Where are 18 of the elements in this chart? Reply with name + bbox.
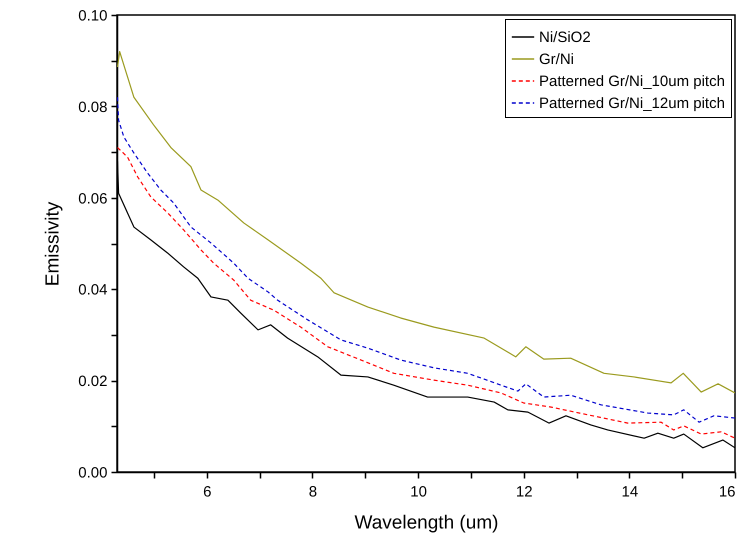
legend-label: Ni/SiO2	[539, 29, 591, 46]
x-tick-label: 12	[516, 484, 533, 500]
y-tick-label: 0.06	[78, 190, 108, 208]
y-tick-label: 0.00	[78, 464, 108, 482]
x-tick-label: 14	[622, 484, 638, 500]
x-tick-label: 8	[308, 484, 318, 500]
y-tick-label: 0.08	[78, 98, 108, 116]
x-axis-title: Wavelength (um)	[354, 512, 498, 534]
y-tick-label: 0.10	[78, 8, 108, 24]
legend-label: Gr/Ni	[539, 51, 574, 68]
y-tick-label: 0.02	[78, 373, 108, 390]
legend-label: Patterned Gr/Ni_12um pitch	[539, 95, 725, 112]
x-tick-label: 10	[410, 484, 427, 500]
x-tick-label: 16	[718, 484, 736, 500]
x-tick-label: 6	[203, 484, 212, 500]
legend-label: Patterned Gr/Ni_10um pitch	[539, 73, 725, 90]
y-axis-title: Emissivity	[42, 201, 64, 286]
y-tick-label: 0.04	[78, 282, 108, 299]
